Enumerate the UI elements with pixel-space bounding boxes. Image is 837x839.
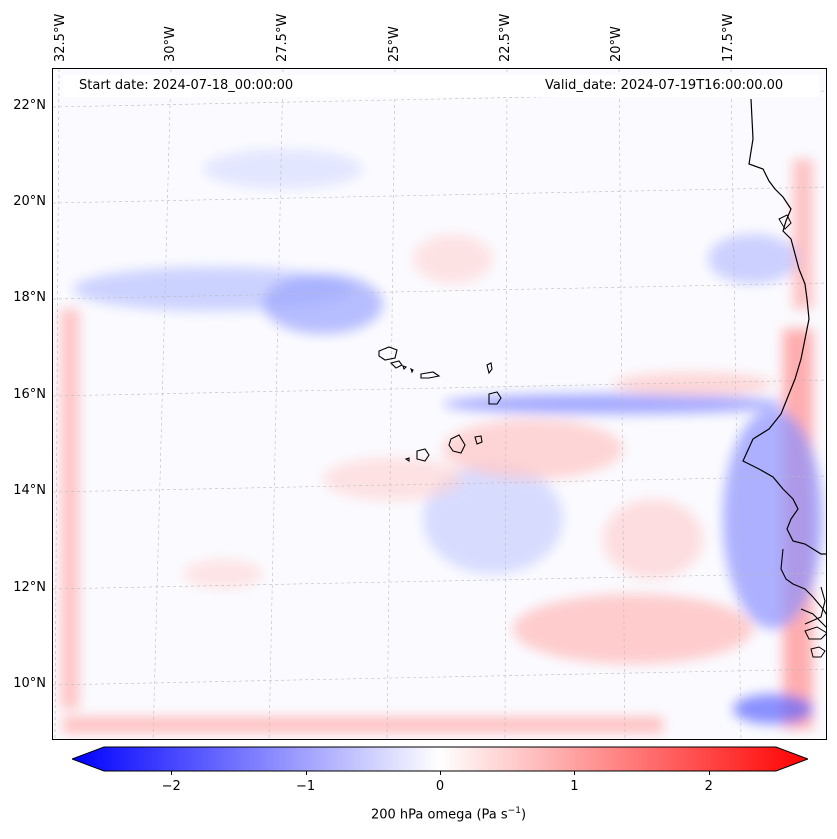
lon-label: 30°W xyxy=(163,26,178,62)
colorbar-tick-label: 2 xyxy=(704,779,713,794)
lon-label: 20°W xyxy=(609,26,624,62)
colorbar-label: 200 hPa omega (Pa s−1) xyxy=(370,806,527,823)
africa-coastline xyxy=(780,548,826,615)
colorbar-tick-mark xyxy=(574,771,576,775)
start-date-label: Start date: 2024-07-18_00:00:00 xyxy=(79,78,294,93)
map-gridlines xyxy=(53,69,826,739)
colorbar-tick-label: −2 xyxy=(161,779,181,794)
omega-field xyxy=(61,149,823,733)
lon-label: 25°W xyxy=(387,26,402,62)
africa-coastline xyxy=(800,608,826,628)
lat-label: 10°N xyxy=(13,676,46,691)
lon-label: 22.5°W xyxy=(498,13,513,62)
colorbar-tick-mark xyxy=(708,771,710,775)
valid-date-label: Valid_date: 2024-07-19T16:00:00.00 xyxy=(545,78,784,93)
lat-label: 12°N xyxy=(13,580,46,595)
africa-coastline xyxy=(804,586,826,625)
title-band xyxy=(63,75,819,97)
lat-label: 18°N xyxy=(13,290,46,305)
colorbar-tick-label: 0 xyxy=(435,779,445,794)
lon-label: 27.5°W xyxy=(275,13,290,62)
lat-label: 14°N xyxy=(13,483,46,498)
omega-field-map xyxy=(53,69,826,739)
bissagos-islands xyxy=(810,646,826,658)
colorbar-tick-mark xyxy=(440,771,441,775)
cabo-verde-islands xyxy=(378,346,502,463)
lon-label: 32.5°W xyxy=(53,13,68,62)
lat-label: 20°N xyxy=(13,194,46,209)
colorbar-tick-label: 1 xyxy=(570,779,579,794)
lat-label: 22°N xyxy=(13,98,46,113)
africa-coastline xyxy=(742,98,826,555)
colorbar-tick-mark xyxy=(171,771,173,775)
colorbar-tick-mark xyxy=(305,771,307,775)
bissagos-islands xyxy=(804,626,826,640)
lon-label: 17.5°W xyxy=(721,13,736,62)
lat-label: 16°N xyxy=(13,387,46,402)
coastal-islet xyxy=(778,214,792,230)
map-panel xyxy=(52,68,827,740)
colorbar-tick-label: −1 xyxy=(296,779,316,794)
